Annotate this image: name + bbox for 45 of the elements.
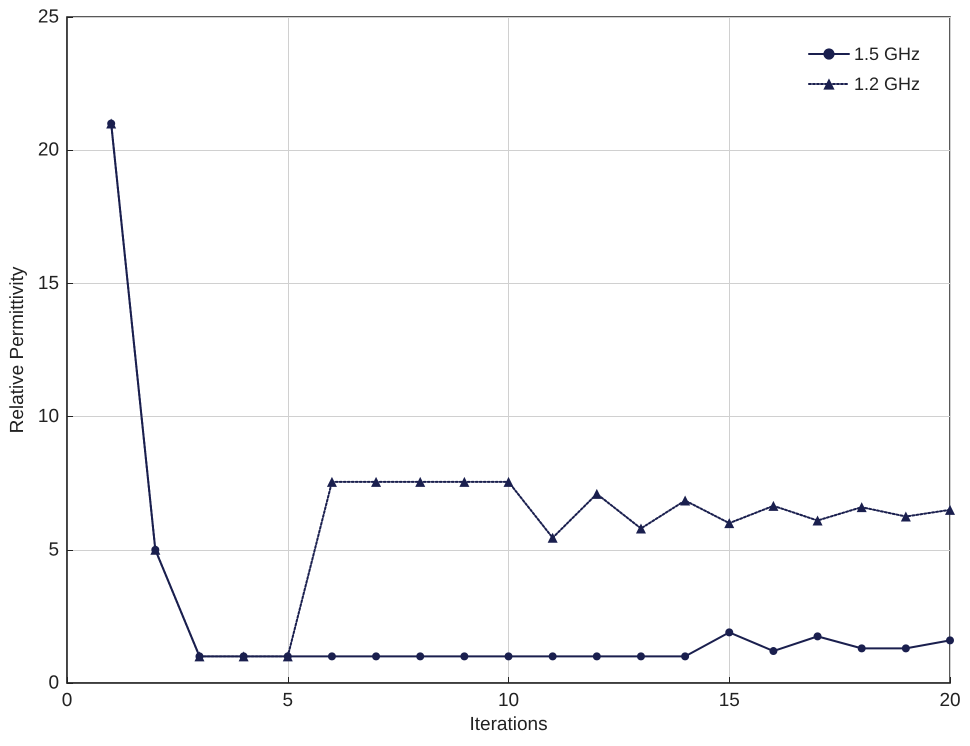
point xyxy=(681,652,690,660)
legend-label: 1.5 GHz xyxy=(854,44,920,64)
point xyxy=(814,632,822,640)
point xyxy=(858,644,866,652)
point xyxy=(900,512,911,522)
x-tick-label: 5 xyxy=(282,690,294,711)
point xyxy=(680,496,690,506)
y-tick-label: 25 xyxy=(38,6,60,28)
point xyxy=(769,647,778,656)
point xyxy=(725,628,734,636)
point xyxy=(416,652,424,660)
point xyxy=(856,502,867,512)
x-tick-label: 20 xyxy=(939,690,961,711)
point xyxy=(460,652,468,660)
x-tick-label: 0 xyxy=(62,690,72,711)
point xyxy=(902,644,910,652)
y-tick-label: 10 xyxy=(38,406,60,428)
point xyxy=(812,515,823,526)
point xyxy=(459,476,470,487)
point xyxy=(945,504,955,515)
point xyxy=(636,523,646,534)
point xyxy=(415,476,426,487)
y-tick-label: 20 xyxy=(38,140,60,161)
point xyxy=(548,652,557,660)
point xyxy=(326,476,337,487)
point xyxy=(946,636,954,644)
point xyxy=(504,652,513,660)
y-tick-label: 0 xyxy=(48,672,60,694)
x-tick-label: 15 xyxy=(718,690,740,711)
y-tick-label: 5 xyxy=(48,539,60,560)
point xyxy=(371,476,382,487)
x-axis-title: Iterations xyxy=(469,714,548,735)
point xyxy=(548,532,558,543)
point xyxy=(372,652,380,660)
point xyxy=(592,488,602,499)
y-axis-title: Relative Permittivity xyxy=(7,266,28,434)
point xyxy=(768,500,778,511)
y-tick-label: 15 xyxy=(38,272,60,294)
point xyxy=(504,476,514,487)
legend-label: 1.2 GHz xyxy=(854,74,920,94)
point xyxy=(328,652,336,660)
point xyxy=(724,518,734,528)
point xyxy=(592,652,601,660)
x-tick-label: 10 xyxy=(498,690,520,711)
point xyxy=(636,652,645,660)
